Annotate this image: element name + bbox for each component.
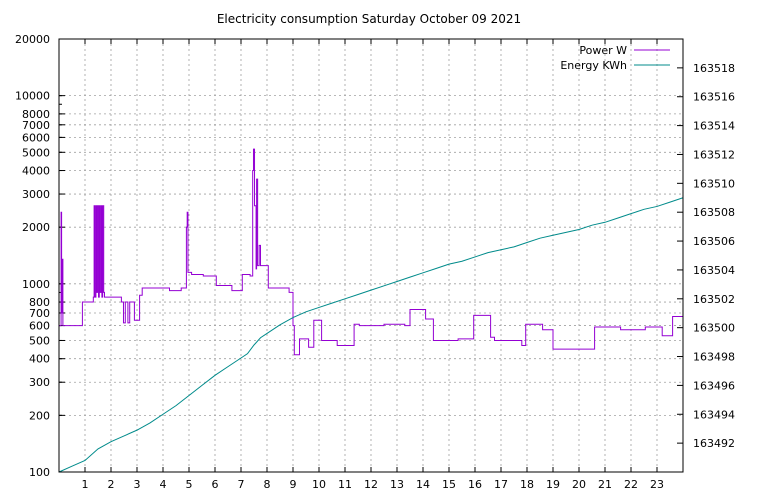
- y-right-tick-label: 163492: [693, 437, 735, 450]
- series-power-w-line: [59, 148, 683, 356]
- x-tick-label: 21: [598, 478, 612, 491]
- y-right-tick-label: 163502: [693, 293, 735, 306]
- chart-title: Electricity consumption Saturday October…: [217, 12, 521, 26]
- x-tick-label: 8: [264, 478, 271, 491]
- x-tick-label: 18: [520, 478, 534, 491]
- y-right-tick-label: 163518: [693, 62, 735, 75]
- x-tick-label: 11: [338, 478, 352, 491]
- x-tick-label: 6: [212, 478, 219, 491]
- y-right-tick-label: 163512: [693, 148, 735, 161]
- axis-ticks: 1 2 3 4 5 6 7 8 9 10 11 12 13 14 15 16 17 18 19 20 21 22 23100…: [15, 33, 735, 491]
- x-tick-label: 16: [468, 478, 482, 491]
- x-tick-label: 3: [134, 478, 141, 491]
- y-right-tick-label: 163498: [693, 351, 735, 364]
- x-tick-label: 12: [364, 478, 378, 491]
- y-left-tick-label: 800: [29, 296, 50, 309]
- y-right-tick-label: 163506: [693, 235, 735, 248]
- y-right-tick-label: 163504: [693, 264, 735, 277]
- x-tick-label: 17: [494, 478, 508, 491]
- y-right-tick-label: 163496: [693, 379, 735, 392]
- x-tick-label: 23: [650, 478, 664, 491]
- y-left-tick-label: 200: [29, 409, 50, 422]
- y-left-tick-label: 300: [29, 376, 50, 389]
- y-left-tick-label: 700: [29, 307, 50, 320]
- y-left-tick-label: 20000: [15, 33, 50, 46]
- y-left-tick-label: 500: [29, 334, 50, 347]
- y-left-tick-label: 2000: [22, 221, 50, 234]
- x-tick-label: 1: [82, 478, 89, 491]
- x-tick-label: 22: [624, 478, 638, 491]
- y-right-tick-label: 163500: [693, 322, 735, 335]
- x-tick-label: 14: [416, 478, 430, 491]
- x-tick-label: 2: [108, 478, 115, 491]
- y-left-tick-label: 3000: [22, 188, 50, 201]
- y-left-tick-label: 7000: [22, 119, 50, 132]
- y-right-tick-label: 163494: [693, 408, 735, 421]
- x-tick-label: 9: [290, 478, 297, 491]
- x-tick-label: 4: [160, 478, 167, 491]
- y-left-tick-label: 5000: [22, 146, 50, 159]
- y-right-tick-label: 163514: [693, 120, 735, 133]
- legend-label: Power W: [579, 44, 627, 57]
- legend: Power W Energy KWh: [560, 44, 670, 72]
- x-tick-label: 5: [186, 478, 193, 491]
- y-left-tick-label: 4000: [22, 165, 50, 178]
- x-tick-label: 10: [312, 478, 326, 491]
- y-right-tick-label: 163510: [693, 177, 735, 190]
- x-tick-label: 20: [572, 478, 586, 491]
- legend-label: Energy KWh: [560, 59, 627, 72]
- y-right-tick-label: 163508: [693, 206, 735, 219]
- plot-frame: [58, 38, 684, 473]
- y-left-tick-label: 1000: [22, 278, 50, 291]
- x-tick-label: 13: [390, 478, 404, 491]
- y-left-tick-label: 6000: [22, 131, 50, 144]
- y-left-tick-label: 8000: [22, 108, 50, 121]
- grid-lines: [59, 39, 683, 472]
- series-energy-kwh-line: [58, 197, 684, 473]
- y-left-tick-label: 400: [29, 353, 50, 366]
- y-left-tick-label: 100: [29, 466, 50, 479]
- x-tick-label: 7: [238, 478, 245, 491]
- series-lines: [58, 148, 684, 473]
- y-left-tick-label: 600: [29, 320, 50, 333]
- x-tick-label: 19: [546, 478, 560, 491]
- y-right-tick-label: 163516: [693, 91, 735, 104]
- x-tick-label: 15: [442, 478, 456, 491]
- y-left-tick-label: 10000: [15, 90, 50, 103]
